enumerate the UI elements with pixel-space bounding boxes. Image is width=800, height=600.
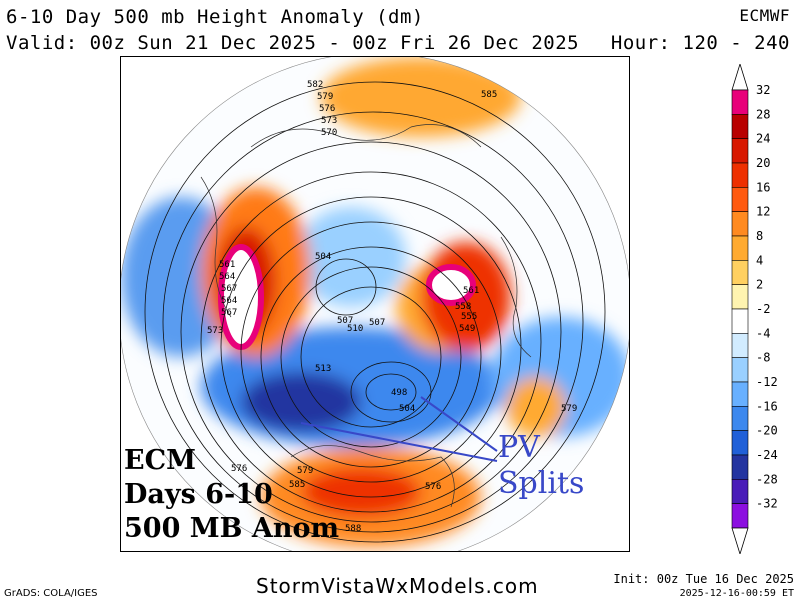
annotation-box: ECM Days 6-10 500 MB Anom [124,444,339,546]
colorbar-cell [731,479,749,504]
colorbar-level-label: 28 [756,107,770,121]
contour-label: 561 [219,260,235,270]
contour-label: 567 [221,308,237,318]
colorbar-cell [731,333,749,358]
color-scale-cells [731,64,749,554]
colorbar-level-label: -20 [756,424,778,438]
colorbar-cell [731,89,749,115]
contour-label: 507 [337,316,353,326]
ridge-core-europe [426,264,476,306]
colorbar-level-label: 32 [756,83,770,97]
contour-label: 555 [461,312,477,322]
contour-label: 582 [307,80,323,90]
colorbar-cell [731,357,749,383]
colorbar-level-label: 16 [756,180,770,194]
colorbar-cell [731,235,749,261]
contour-label: 558 [455,302,471,312]
contour-label: 585 [289,480,305,490]
annotation-model: ECM [124,445,196,476]
contour-label: 579 [317,92,333,102]
forecast-hours: Hour: 120 - 240 [610,32,790,54]
creation-stamp: 2025-12-16-00:59 ET [679,588,794,599]
contour-label: 567 [221,284,237,294]
anomaly-map-svg: 582 579 576 573 570 561 564 567 564 567 … [121,57,629,551]
colorbar-cell [731,454,749,480]
positive-anomaly-subtropic [506,377,566,437]
coastlines [200,124,532,508]
colorbar-cell [731,162,749,188]
colorbar-level-label: -16 [756,399,778,413]
colorbar-cell [731,114,749,139]
chart-title: 6-10 Day 500 mb Height Anomaly (dm) [6,6,424,28]
contour-label: 507 [369,318,385,328]
colorbar-level-label: -8 [756,351,770,365]
annotation-period: Days 6-10 [124,479,273,510]
contour-label: 504 [399,404,415,414]
contour-label: 573 [321,116,337,126]
grads-credit: GrADS: COLA/IGES [4,588,98,599]
colorbar-bottom-arrow [731,527,749,554]
colorbar-cell [731,187,749,212]
colorbar-level-label: -28 [756,472,778,486]
pv-arrow-east [420,396,498,452]
colorbar-level-label: -24 [756,448,778,462]
colorbar-level-label: -2 [756,302,770,316]
colorbar-level-label: 4 [756,253,763,267]
contour-label: 576 [425,482,441,492]
contour-label: 579 [561,404,577,414]
annotation-field: 500 MB Anom [124,513,340,544]
pv-split-line2: Splits [498,466,585,501]
site-link[interactable]: StormVistaWxModels.com [256,574,539,598]
contour-label: 573 [207,326,223,336]
colorbar-level-label: 20 [756,156,770,170]
color-scale-bar: 32 28 24 20 16 12 8 4 2 -2 -4 -8 -12 -16 -20 -24 -28 -32 [731,64,778,554]
valid-period: Valid: 00z Sun 21 Dec 2025 - 00z Fri 26 … [6,32,580,54]
positive-anomaly-north [321,57,521,137]
contour-label: 576 [319,104,335,114]
contour-label: 570 [321,128,337,138]
colorbar-cell [731,308,749,334]
colorbar-level-label: -12 [756,375,778,389]
colorbar-cell [731,284,749,310]
contour-label: 588 [345,524,361,534]
colorbar-level-label: -4 [756,326,770,340]
colorbar-cell [731,406,749,431]
contour-label-group: 582 579 576 573 570 561 564 567 564 567 … [207,80,577,534]
positive-anomaly-us-core [301,467,421,517]
contour-label: 498 [391,388,407,398]
pv-split-line1: PV [498,430,540,465]
model-name: ECMWF [739,6,790,25]
contour-label: 579 [297,466,313,476]
color-scale-labels: 32 28 24 20 16 12 8 4 2 -2 -4 -8 -12 -16 -20 -24 -28 -32 [756,83,778,511]
contour-label: 510 [347,324,363,334]
colorbar-level-label: 2 [756,278,763,292]
colorbar-top-arrow [731,64,749,91]
contour-label: 585 [481,90,497,100]
colorbar-cell [731,138,749,164]
contour-label: 549 [459,324,475,334]
init-time: Init: 00z Tue 16 Dec 2025 [613,572,794,586]
colorbar-cell [731,260,749,285]
colorbar-level-label: 24 [756,132,770,146]
contour-label: 564 [219,272,235,282]
colorbar-level-label: -32 [756,497,778,511]
colorbar-level-label: 8 [756,229,763,243]
contour-label: 513 [315,364,331,374]
pv-arrow-west [300,422,498,462]
contour-label: 576 [231,464,247,474]
colorbar-cell [731,211,749,237]
colorbar-level-label: 12 [756,205,770,219]
contour-label: 561 [463,286,479,296]
contour-label: 564 [221,296,237,306]
colorbar-cell [731,503,749,529]
negative-anomaly-arctic [296,207,406,307]
pv-split-label: PV Splits [498,430,584,502]
contour-label: 504 [315,252,331,262]
negative-anomaly-deep [241,372,361,432]
polar-map: 582 579 576 573 570 561 564 567 564 567 … [120,56,630,552]
colorbar-cell [731,381,749,407]
colorbar-cell [731,430,749,456]
